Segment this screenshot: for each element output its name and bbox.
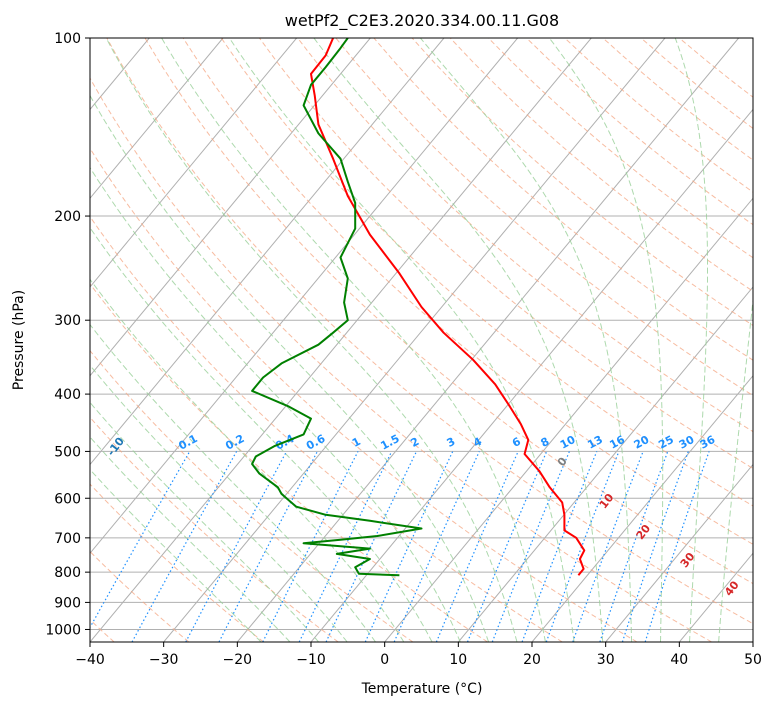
moist-adiabat-line [90, 94, 490, 642]
mixing-ratio-label: 25 [656, 433, 676, 452]
isotherm-line [384, 197, 753, 642]
mixing-ratio-label: 16 [607, 433, 627, 452]
mixing-ratio-line [393, 451, 480, 642]
mixing-ratio-line [131, 451, 238, 642]
isotherm-line [90, 38, 298, 288]
y-tick-label: 800 [54, 565, 81, 581]
y-tick-label: 100 [54, 31, 81, 47]
y-tick-label: 1000 [45, 623, 81, 639]
isotherm-line [90, 38, 519, 555]
temperature-profile-line [310, 38, 586, 576]
y-tick-label: 400 [54, 387, 81, 403]
isotherm-line [90, 38, 371, 377]
isotherm-line [163, 38, 666, 642]
chart-title: wetPf2_C2E3.2020.334.00.11.G08 [285, 11, 559, 31]
dry-adiabat-line [90, 215, 563, 642]
mixing-ratio-label: 20 [632, 433, 652, 452]
mixing-ratio-line [466, 451, 548, 642]
x-tick-label: −30 [149, 652, 179, 668]
x-axis-label: Temperature (°C) [361, 681, 483, 697]
moist-adiabat-line [90, 278, 405, 642]
isotherm-line [310, 108, 753, 642]
moist-adiabat-line [90, 401, 319, 642]
moist-adiabat-line [90, 166, 461, 642]
y-tick-label: 300 [54, 313, 81, 329]
plot-area: 0.10.20.40.611.52346810131620253036-100-… [90, 38, 753, 642]
mixing-ratio-line [90, 451, 191, 629]
x-tick-label: −10 [296, 652, 326, 668]
profile-series [251, 38, 586, 577]
dry-adiabat-line [144, 38, 753, 585]
mixing-ratio-lines [90, 451, 710, 642]
x-tick-label: 30 [597, 652, 615, 668]
isotherm-line [90, 38, 224, 200]
dry-adiabat-line [106, 38, 753, 625]
dry-adiabat-line [258, 38, 753, 470]
moist-adiabat-line [718, 295, 753, 642]
dry-adiabat-line [90, 483, 264, 642]
mixing-ratio-line [185, 451, 288, 642]
y-tick-label: 200 [54, 209, 81, 225]
moist-adiabat-line [90, 226, 433, 642]
isotherm-line [90, 38, 445, 466]
mixing-ratio-label: 36 [698, 433, 718, 452]
mixing-ratio-line [572, 451, 644, 642]
isotherm-line [531, 374, 753, 642]
y-axis-label: Pressure (hPa) [11, 290, 27, 390]
isotherm-line [605, 463, 753, 642]
mixing-ratio-label: 10 [558, 433, 578, 452]
x-tick-label: 10 [449, 652, 467, 668]
mixing-ratio-line [599, 451, 669, 642]
dry-adiabat-line [90, 349, 414, 642]
mixing-ratio-line [521, 451, 598, 642]
isotherm-line [457, 286, 753, 642]
y-tick-label: 700 [54, 531, 81, 547]
dry-adiabat-line [182, 38, 753, 545]
mixing-ratio-line [262, 451, 359, 642]
dry-adiabat-line [90, 77, 712, 642]
mixing-ratio-label: 30 [677, 433, 697, 452]
moist-adiabat-line [313, 38, 604, 642]
mixing-ratio-line [545, 451, 620, 642]
moist-adiabats [90, 38, 753, 642]
x-tick-label: 0 [380, 652, 389, 668]
x-tick-label: 40 [670, 652, 688, 668]
dewpoint-profile-line [251, 38, 423, 577]
dry-adiabat-line [297, 38, 753, 433]
moist-adiabat-line [105, 38, 518, 642]
moist-adiabat-line [228, 38, 575, 642]
moist-adiabat-line [548, 38, 664, 642]
y-tick-label: 900 [54, 595, 81, 611]
dry-adiabat-line [90, 283, 488, 642]
x-tick-label: −40 [75, 652, 105, 668]
moist-adiabat-line [90, 323, 376, 642]
moist-adiabat-line [90, 364, 348, 642]
isotherm-line [90, 38, 592, 642]
isotherm-grid [90, 38, 753, 642]
plot-frame [89, 37, 754, 643]
mixing-ratio-line [491, 451, 570, 642]
mixing-ratio-line [621, 451, 689, 642]
y-tick-label: 500 [54, 444, 81, 460]
y-axis-ticks: 100 200 300 400 500 600 700 800 900 1000 [45, 31, 90, 639]
isobar-grid [90, 38, 753, 630]
moist-adiabat-line [161, 38, 546, 642]
x-tick-label: 20 [523, 652, 541, 668]
moist-adiabat-line [419, 38, 633, 642]
x-axis-ticks: −40 −30 −20 −10 0 10 20 30 40 50 [75, 642, 762, 668]
dry-adiabat-line [373, 38, 753, 361]
mixing-ratio-line [435, 451, 519, 642]
moist-adiabat-line [674, 38, 708, 642]
y-tick-label: 600 [54, 491, 81, 507]
mixing-ratio-line [644, 451, 710, 642]
x-tick-label: 50 [744, 652, 762, 668]
x-tick-label: −20 [223, 652, 253, 668]
dry-adiabat-line [411, 38, 753, 327]
mixing-ratio-label: 13 [585, 433, 605, 452]
